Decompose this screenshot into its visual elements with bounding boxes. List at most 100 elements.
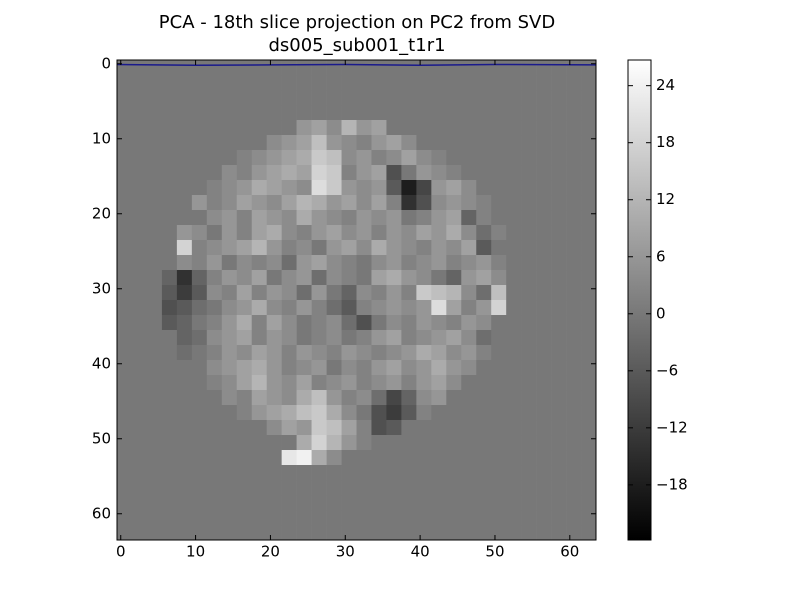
heatmap-cell bbox=[371, 450, 387, 466]
heatmap-cell bbox=[221, 375, 238, 391]
heatmap-cell bbox=[206, 435, 223, 451]
heatmap-cell bbox=[221, 285, 238, 301]
heatmap-cell bbox=[131, 510, 148, 526]
heatmap-cell bbox=[371, 435, 387, 451]
heatmap-cell bbox=[281, 315, 297, 331]
heatmap-cell bbox=[581, 285, 597, 301]
heatmap-cell bbox=[416, 75, 432, 91]
heatmap-cell bbox=[266, 315, 282, 331]
heatmap-cell bbox=[117, 495, 133, 511]
heatmap-cell bbox=[146, 480, 163, 496]
heatmap-cell bbox=[117, 60, 133, 76]
heatmap-cell bbox=[206, 210, 223, 226]
heatmap-cell bbox=[161, 180, 178, 196]
heatmap-cell bbox=[401, 525, 417, 541]
heatmap-cell bbox=[356, 525, 372, 541]
heatmap-cell bbox=[536, 390, 552, 406]
heatmap-cell bbox=[131, 105, 148, 121]
heatmap-cell bbox=[431, 165, 447, 181]
heatmap-cell bbox=[521, 90, 537, 106]
heatmap-cell bbox=[176, 315, 193, 331]
heatmap-cell bbox=[221, 180, 238, 196]
heatmap-cell bbox=[536, 240, 552, 256]
heatmap-cell bbox=[371, 195, 387, 211]
heatmap-cell bbox=[221, 300, 238, 316]
heatmap-cell bbox=[506, 480, 522, 496]
heatmap-cell bbox=[206, 360, 223, 376]
heatmap-cell bbox=[176, 225, 193, 241]
heatmap-cell bbox=[521, 420, 537, 436]
heatmap-cell bbox=[551, 465, 567, 481]
heatmap-cell bbox=[431, 60, 447, 76]
heatmap-cell bbox=[416, 390, 432, 406]
heatmap-cell bbox=[431, 90, 447, 106]
heatmap-cell bbox=[476, 60, 492, 76]
heatmap-cell bbox=[311, 510, 327, 526]
heatmap-cell bbox=[506, 165, 522, 181]
heatmap-cell bbox=[386, 420, 402, 436]
heatmap-cell bbox=[536, 420, 552, 436]
y-tick-label: 10 bbox=[92, 129, 111, 147]
heatmap-cell bbox=[146, 180, 163, 196]
heatmap-cell bbox=[521, 450, 537, 466]
heatmap-cell bbox=[176, 195, 193, 211]
heatmap-cell bbox=[476, 150, 492, 166]
heatmap-cell bbox=[446, 525, 462, 541]
x-tick-label: 0 bbox=[116, 543, 126, 561]
heatmap-cell bbox=[236, 420, 253, 436]
heatmap-cell bbox=[386, 60, 402, 76]
heatmap-cell bbox=[311, 270, 327, 286]
heatmap-cell bbox=[551, 75, 567, 91]
heatmap-cell bbox=[431, 300, 447, 316]
heatmap-cell bbox=[236, 285, 253, 301]
heatmap-cell bbox=[521, 285, 537, 301]
heatmap-cell bbox=[146, 195, 163, 211]
heatmap-cell bbox=[236, 390, 253, 406]
heatmap-cell bbox=[191, 270, 208, 286]
heatmap-cell bbox=[461, 390, 477, 406]
heatmap-cell bbox=[176, 450, 193, 466]
heatmap-cell bbox=[146, 495, 163, 511]
heatmap-cell bbox=[236, 135, 253, 151]
heatmap-cell bbox=[311, 330, 327, 346]
heatmap-cell bbox=[476, 210, 492, 226]
heatmap-cell bbox=[371, 420, 387, 436]
heatmap-cell bbox=[476, 435, 492, 451]
heatmap-cell bbox=[551, 360, 567, 376]
heatmap-cell bbox=[506, 420, 522, 436]
heatmap-cell bbox=[521, 165, 537, 181]
heatmap-cell bbox=[176, 345, 193, 361]
heatmap-cell bbox=[566, 465, 582, 481]
heatmap-cell bbox=[476, 480, 492, 496]
heatmap-cell bbox=[401, 345, 417, 361]
heatmap-cell bbox=[356, 150, 372, 166]
heatmap-cell bbox=[356, 210, 372, 226]
heatmap-cell bbox=[311, 465, 327, 481]
heatmap-cell bbox=[581, 480, 597, 496]
heatmap-cell bbox=[326, 300, 342, 316]
heatmap-cell bbox=[401, 405, 417, 421]
heatmap-cell bbox=[326, 420, 342, 436]
heatmap-cell bbox=[281, 450, 297, 466]
heatmap-cell bbox=[341, 90, 357, 106]
heatmap-cell bbox=[266, 510, 282, 526]
heatmap-cell bbox=[431, 390, 447, 406]
heatmap-cell bbox=[491, 60, 507, 76]
heatmap-cell bbox=[221, 390, 238, 406]
heatmap-cell bbox=[566, 240, 582, 256]
heatmap-cell bbox=[176, 120, 193, 136]
heatmap-cell bbox=[551, 375, 567, 391]
heatmap-cell bbox=[296, 165, 312, 181]
heatmap-cell bbox=[296, 90, 312, 106]
heatmap-cell bbox=[221, 315, 238, 331]
heatmap-cell bbox=[326, 105, 342, 121]
heatmap-cell bbox=[551, 525, 567, 541]
heatmap-cell bbox=[251, 285, 267, 301]
heatmap-cell bbox=[131, 450, 148, 466]
heatmap-cell bbox=[491, 525, 507, 541]
heatmap-cell bbox=[536, 315, 552, 331]
heatmap-cell bbox=[341, 330, 357, 346]
heatmap-cell bbox=[281, 510, 297, 526]
heatmap-cell bbox=[146, 510, 163, 526]
heatmap-cell bbox=[146, 270, 163, 286]
